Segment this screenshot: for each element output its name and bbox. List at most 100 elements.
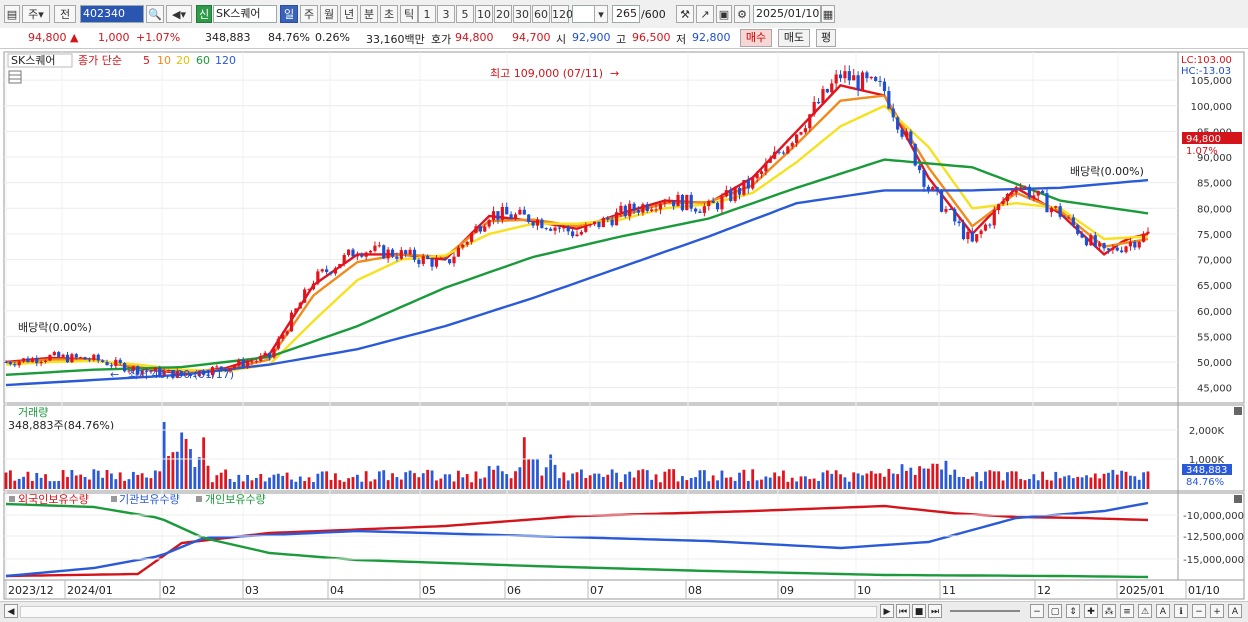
candle-body	[52, 352, 56, 356]
candle-body	[452, 256, 456, 264]
volume-bar	[865, 473, 869, 489]
all-button[interactable]: 전	[54, 5, 76, 23]
period-tab-0[interactable]: 일	[280, 5, 298, 23]
candle-body	[553, 227, 557, 231]
volume-bar	[553, 464, 557, 489]
period-tab-2[interactable]: 월	[320, 5, 338, 23]
volume-bar	[825, 470, 829, 489]
candle-body	[1076, 225, 1080, 234]
scroll-right-icon[interactable]: ▶	[880, 604, 894, 618]
sell-button[interactable]: 매도	[778, 29, 810, 47]
minute-tab-3[interactable]: 3	[437, 5, 455, 23]
candle-body	[382, 245, 386, 259]
volume-bar	[549, 454, 553, 489]
candle-body	[966, 231, 970, 240]
candle-body	[623, 205, 627, 217]
volume-close-icon[interactable]	[1234, 407, 1242, 415]
candle-body	[206, 374, 210, 376]
forward-icon[interactable]: ⏭	[928, 604, 942, 618]
font-icon[interactable]: A	[1228, 604, 1242, 618]
chevron-down-icon[interactable]: ▾	[594, 5, 608, 23]
volume-bar	[1120, 470, 1124, 489]
volume-bar	[768, 477, 772, 489]
gear-icon[interactable]: ⚙	[734, 5, 750, 23]
candle-body	[421, 256, 425, 264]
ask-price: 94,800	[455, 31, 494, 44]
high-price: 96,500	[632, 31, 671, 44]
volume-bar	[1023, 480, 1027, 489]
calendar-icon[interactable]: ▦	[821, 5, 835, 23]
stock-code-input[interactable]: 402340	[80, 5, 144, 23]
minute-tab-120[interactable]: 120	[551, 5, 573, 23]
candle-body	[909, 131, 913, 144]
last-volume-label: 348,883	[1186, 465, 1227, 476]
period-tab-6[interactable]: 틱	[400, 5, 418, 23]
period-tab-5[interactable]: 초	[380, 5, 398, 23]
scroll-track[interactable]	[20, 606, 877, 618]
volume-bar	[527, 458, 531, 489]
turnover: 0.26%	[315, 31, 350, 44]
search-icon[interactable]: 🔍	[146, 5, 164, 23]
scroll-bar[interactable]: ◀ ▶ ⏮ ■ ⏭ − ▢ ⇕ ✚ ⁂ ≡ ⚠ A ℹ − + A	[0, 601, 1248, 622]
minute-tab-60[interactable]: 60	[532, 5, 550, 23]
volume-bar	[1006, 472, 1009, 489]
alert-icon[interactable]: ⚠	[1138, 604, 1152, 618]
minute-tab-1[interactable]: 1	[418, 5, 436, 23]
table-icon[interactable]	[8, 70, 22, 84]
eval-button[interactable]: 평	[816, 29, 836, 47]
market-select[interactable]: 주▾	[22, 5, 50, 23]
date-label: 09	[780, 584, 794, 597]
scale-icon[interactable]: ⇕	[1066, 604, 1080, 618]
candle-body	[149, 371, 153, 373]
save-icon[interactable]: ▣	[716, 5, 732, 23]
period-tab-3[interactable]: 년	[340, 5, 358, 23]
period-tab-4[interactable]: 분	[360, 5, 378, 23]
candle-body	[808, 114, 812, 129]
scatter-icon[interactable]: ⁂	[1102, 604, 1116, 618]
zoom-window-icon[interactable]: ▢	[1048, 604, 1062, 618]
hc-label: HC:-13.03	[1181, 66, 1231, 77]
minute-tab-5[interactable]: 5	[456, 5, 474, 23]
candle-body	[597, 221, 601, 228]
chart-menu-icon[interactable]: ▤	[4, 5, 20, 23]
candle-body	[1045, 193, 1049, 213]
candle-body	[588, 224, 592, 226]
rewind-icon[interactable]: ⏮	[896, 604, 910, 618]
holding-close-icon[interactable]	[1234, 495, 1242, 503]
minute-tab-30[interactable]: 30	[513, 5, 531, 23]
list-icon[interactable]: ≡	[1120, 604, 1134, 618]
candle-body	[913, 143, 917, 166]
speaker-icon[interactable]: ◀▾	[166, 5, 192, 23]
info-icon[interactable]: ℹ	[1174, 604, 1188, 618]
volume-bar	[373, 479, 377, 489]
volume-bar	[1041, 471, 1044, 489]
trend-icon[interactable]: ↗	[696, 5, 714, 23]
stop-icon[interactable]: ■	[912, 604, 926, 618]
candle-body	[48, 355, 52, 361]
minute-tab-20[interactable]: 20	[494, 5, 512, 23]
volume-bar	[347, 478, 350, 489]
period-tab-1[interactable]: 주	[300, 5, 318, 23]
volume-bar	[360, 481, 364, 489]
minus-icon[interactable]: −	[1192, 604, 1206, 618]
lc-label: LC:103.00	[1181, 55, 1232, 66]
crosshair-icon[interactable]: ✚	[1084, 604, 1098, 618]
candle-body	[224, 369, 228, 372]
candle-body	[395, 256, 399, 259]
tools-icon[interactable]: ⚒	[676, 5, 694, 23]
candle-body	[1124, 246, 1128, 253]
text-icon[interactable]: A	[1156, 604, 1170, 618]
minute-tab-10[interactable]: 10	[475, 5, 493, 23]
plus-icon[interactable]: +	[1210, 604, 1224, 618]
volume-bar	[30, 480, 34, 489]
scroll-left-icon[interactable]: ◀	[4, 604, 18, 618]
zoom-out-icon[interactable]: −	[1030, 604, 1044, 618]
buy-button[interactable]: 매수	[740, 29, 772, 47]
zoom-slider[interactable]	[950, 610, 1020, 612]
candle-body	[922, 170, 926, 187]
stock-name-field[interactable]: SK스퀘어	[213, 5, 277, 23]
candle-body	[219, 366, 223, 370]
date-input[interactable]: 2025/01/10	[753, 5, 821, 23]
candle-body	[417, 259, 421, 264]
count-input[interactable]: 265	[612, 5, 640, 23]
